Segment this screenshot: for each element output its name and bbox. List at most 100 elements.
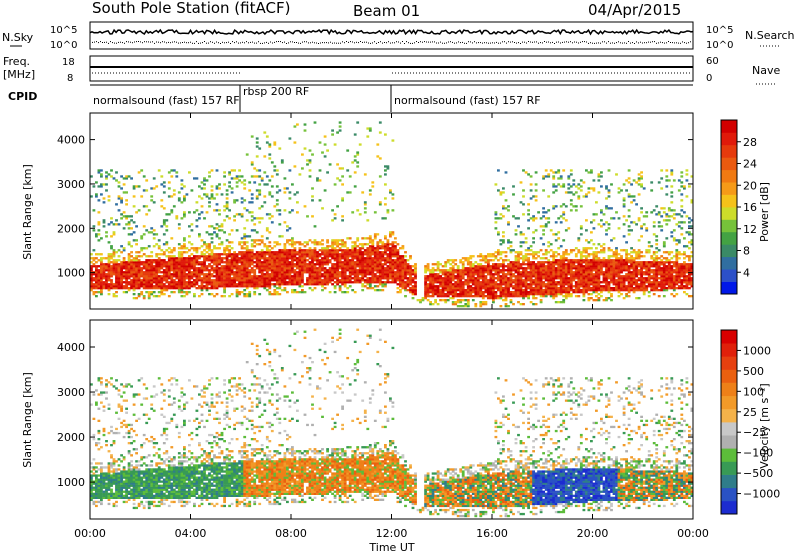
power-cell (218, 209, 221, 212)
power-cell (384, 165, 387, 168)
power-cell (280, 255, 284, 258)
power-cell (208, 233, 211, 236)
power-cell (338, 129, 342, 132)
power-cell (595, 255, 598, 258)
power-cell (343, 269, 347, 272)
power-cell (323, 135, 327, 138)
power-cell (265, 277, 269, 280)
power-cell (567, 289, 571, 292)
power-cell (411, 273, 415, 276)
power-cell (439, 281, 442, 284)
power-cell (107, 253, 111, 256)
noise-search-dot (104, 41, 105, 43)
power-cell (235, 253, 239, 256)
power-cell (504, 281, 508, 284)
power-cell (278, 281, 282, 284)
power-cell (476, 267, 480, 270)
power-cell (534, 229, 538, 232)
power-cell (255, 279, 259, 282)
power-cell (582, 285, 586, 288)
power-cell (338, 271, 342, 274)
power-cell (484, 283, 488, 286)
power-cell (183, 237, 186, 240)
power-cell (243, 293, 247, 296)
power-cell (469, 255, 473, 258)
power-cell (597, 275, 601, 278)
power-cell (464, 303, 468, 306)
power-cell (549, 229, 553, 232)
power-cell (235, 293, 239, 296)
power-cell (180, 187, 184, 190)
power-cell (115, 267, 118, 270)
noise-search-dot (208, 42, 209, 44)
power-cell (529, 189, 533, 192)
power-cell (301, 269, 304, 272)
power-cell (512, 285, 515, 288)
power-cell (557, 269, 561, 272)
power-cell (494, 269, 498, 272)
noise-search-dot (226, 42, 227, 44)
power-cell (170, 269, 174, 272)
power-cell (120, 275, 123, 278)
power-cell (100, 175, 103, 178)
power-cell (582, 299, 586, 302)
power-cell (368, 261, 372, 264)
power-cell (519, 231, 523, 234)
power-cell (434, 281, 437, 284)
power-cell (577, 261, 581, 264)
power-cell (333, 265, 337, 268)
power-cell (479, 301, 483, 304)
power-cell (404, 261, 407, 264)
power-cell (326, 263, 329, 266)
power-cell (389, 275, 392, 278)
power-cell (135, 285, 138, 288)
power-cell (275, 275, 279, 278)
power-cell (288, 227, 292, 230)
power-cell (218, 281, 221, 284)
power-cell (401, 287, 405, 290)
power-cell (333, 267, 337, 270)
power-cell (298, 173, 302, 176)
power-cell (223, 249, 226, 252)
power-cell (524, 271, 528, 274)
power-cell (489, 281, 493, 284)
power-cell (250, 175, 254, 178)
power-cell (155, 281, 159, 284)
power-cell (306, 267, 309, 270)
power-cell (587, 277, 591, 280)
noise-search-dot (666, 42, 667, 44)
power-cell (358, 265, 362, 268)
power-cell (469, 285, 473, 288)
power-cell (288, 255, 292, 258)
power-cell (316, 179, 319, 182)
power-cell (240, 271, 244, 274)
power-cell (562, 263, 566, 266)
power-cell (587, 247, 591, 250)
power-cell (150, 285, 154, 288)
power-cell (502, 299, 505, 302)
power-cell (358, 277, 362, 280)
power-cell (595, 289, 598, 292)
power-cell (577, 197, 581, 200)
power-cell (441, 283, 445, 286)
power-cell (554, 295, 558, 298)
power-cell (494, 281, 498, 284)
power-cell (291, 259, 294, 262)
power-cell (170, 279, 174, 282)
noise-search-dot (326, 42, 327, 44)
power-cell (497, 251, 500, 254)
power-cell (283, 267, 287, 270)
power-cell (265, 289, 269, 292)
power-cell (303, 251, 307, 254)
power-cell (321, 275, 324, 278)
power-cell (125, 203, 128, 206)
power-cell (152, 295, 156, 298)
power-cell (356, 239, 360, 242)
power-cell (346, 251, 350, 254)
power-cell (547, 195, 551, 198)
power-cell (293, 265, 297, 268)
power-cell (509, 249, 513, 252)
power-cell (220, 265, 224, 268)
power-cell (142, 247, 146, 250)
power-cell (439, 293, 442, 296)
